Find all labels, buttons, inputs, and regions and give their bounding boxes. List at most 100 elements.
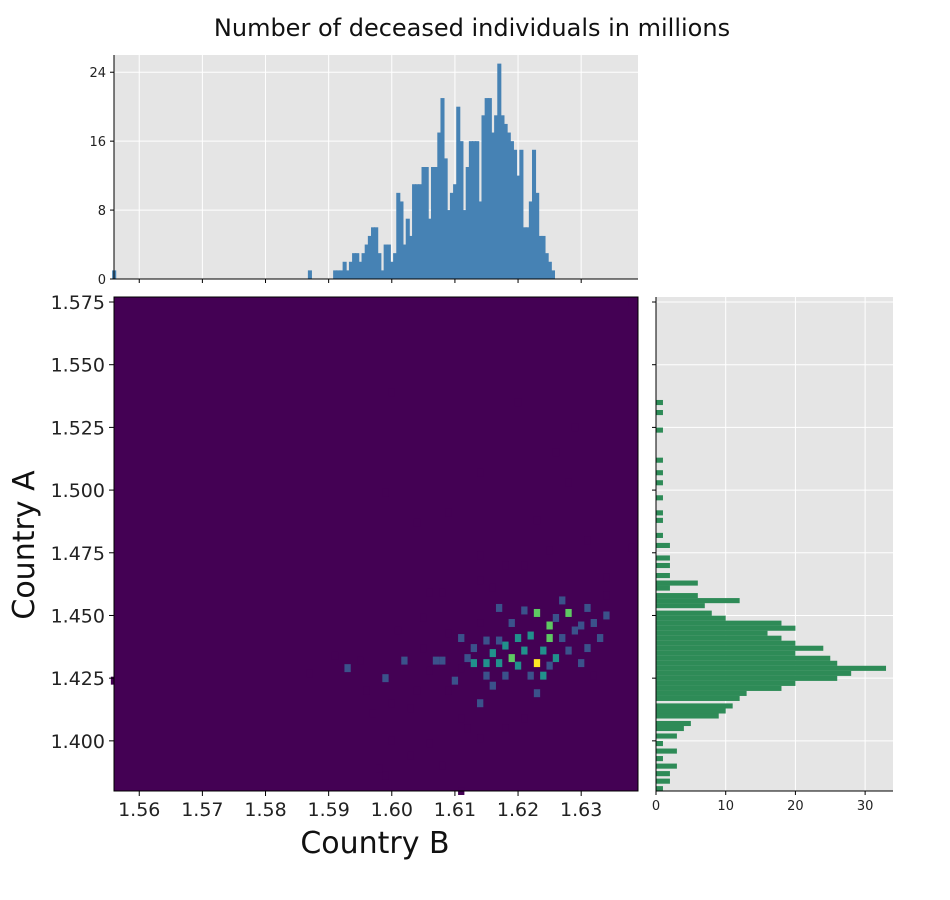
heatmap-cell: [439, 588, 446, 597]
right-hist-bar: [656, 786, 663, 792]
top-hist-bar: [421, 167, 426, 279]
right-hist-bar: [656, 598, 740, 604]
heatmap-cell: [495, 636, 503, 645]
right-hist-bar: [656, 480, 663, 486]
top-hist-bar: [490, 132, 496, 279]
heatmap-cell: [584, 644, 591, 653]
top-hist-bar: [424, 167, 429, 279]
heatmap-cell: [477, 551, 484, 560]
right-hist-bar: [656, 640, 796, 646]
top-hist-bar: [367, 235, 372, 279]
heatmap-cell: [533, 659, 541, 668]
heatmap-cell: [369, 709, 376, 718]
heatmap-cell: [521, 714, 528, 723]
heatmap-cell: [413, 518, 421, 527]
top-hist-bar: [456, 106, 461, 279]
x-tick-label: 1.61: [434, 799, 476, 821]
top-hist-bar: [402, 244, 407, 279]
top-hist-bar: [532, 149, 537, 279]
right-hist-bar: [656, 555, 670, 561]
top-hist-bar: [418, 184, 423, 279]
heatmap-cell: [458, 664, 465, 673]
right-hist-bar: [656, 733, 677, 739]
heatmap-cell: [533, 689, 541, 698]
right-hist-x-tick-label: 10: [717, 799, 734, 814]
heatmap-cell: [590, 671, 597, 680]
right-hist-bar: [656, 409, 663, 416]
x-tick-label: 1.59: [307, 799, 349, 821]
heatmap-cell: [603, 591, 610, 600]
heatmap-cell: [483, 671, 490, 680]
x-axis-label: Country B: [300, 826, 449, 861]
right-hist-bars: [656, 399, 887, 792]
top-hist-bar: [374, 227, 379, 279]
heatmap-cell: [388, 736, 395, 745]
right-hist-x-tick-label: 30: [857, 799, 874, 814]
heatmap-cell: [382, 488, 389, 497]
heatmap-cell: [306, 669, 313, 678]
heatmap-cell: [458, 634, 465, 643]
right-hist-bar: [656, 680, 796, 686]
heatmap-cell: [477, 468, 484, 477]
right-hist-bar: [656, 708, 726, 714]
top-hist-bar: [547, 261, 552, 279]
x-tick-label: 1.62: [497, 799, 539, 821]
heatmap-cell: [407, 751, 414, 760]
right-hist-bar: [656, 690, 747, 696]
right-hist-bar: [656, 763, 677, 769]
heatmap-cell: [521, 646, 528, 655]
heatmap-cell: [407, 704, 414, 713]
top-hist-bar: [525, 227, 530, 279]
right-hist-x-tick-label: 0: [652, 799, 660, 814]
heatmap-cell: [445, 629, 452, 638]
right-hist-bar: [656, 645, 824, 651]
top-hist-bar: [377, 253, 382, 279]
heatmap-cell: [426, 666, 433, 675]
heatmap-cell: [363, 686, 370, 695]
top-hist-bar: [472, 141, 477, 279]
top-hist-bar: [481, 115, 486, 279]
heatmap-cell: [571, 423, 579, 432]
y-tick-label: 1.525: [51, 417, 105, 439]
heatmap-cell: [578, 659, 585, 668]
top-hist-bar: [430, 167, 436, 279]
heatmap-cell: [502, 671, 509, 680]
heatmap-cell: [382, 674, 389, 683]
heatmap-cell: [533, 516, 541, 525]
heatmap-cell: [445, 686, 452, 695]
heatmap-cell: [382, 771, 389, 780]
top-hist-bar: [462, 210, 467, 279]
heatmap-cell: [559, 596, 566, 605]
heatmap-cell: [376, 764, 383, 773]
right-hist-bar: [656, 741, 663, 747]
top-hist-bar: [465, 167, 470, 279]
heatmap-cell: [590, 619, 597, 627]
heatmap-cell: [483, 659, 490, 668]
y-tick-label: 1.450: [51, 605, 105, 627]
right-hist-bar: [656, 427, 663, 433]
right-hist-bar: [656, 603, 705, 609]
top-hist-bar: [393, 253, 398, 279]
joint-heatmap: 1.56 1.57 1.58 1.59 1.60 1.61 1.62 1.63 1.400 1.4…: [7, 292, 639, 861]
right-hist-bar: [656, 510, 663, 516]
heatmap-cell: [508, 654, 515, 663]
right-hist-bar: [656, 635, 782, 641]
heatmap-cell: [426, 588, 433, 597]
right-hist-bar: [656, 580, 698, 586]
top-hist-bar: [468, 141, 473, 279]
heatmap-cell: [571, 626, 579, 635]
heatmap-cell: [470, 659, 478, 668]
top-hist-bar: [355, 253, 360, 279]
heatmap-cell: [458, 714, 465, 723]
heatmap-cell: [451, 676, 459, 685]
heatmap-cell: [477, 576, 484, 585]
y-axis-label: Country A: [7, 470, 42, 620]
top-hist-bar: [358, 261, 363, 279]
top-hist-bar: [380, 270, 385, 279]
right-hist-bar: [656, 625, 796, 631]
heatmap-cell: [388, 388, 395, 397]
right-hist-bar: [656, 532, 663, 538]
top-hist-bar: [494, 115, 499, 279]
right-hist-bar: [656, 630, 768, 636]
heatmap-cell: [357, 656, 364, 665]
